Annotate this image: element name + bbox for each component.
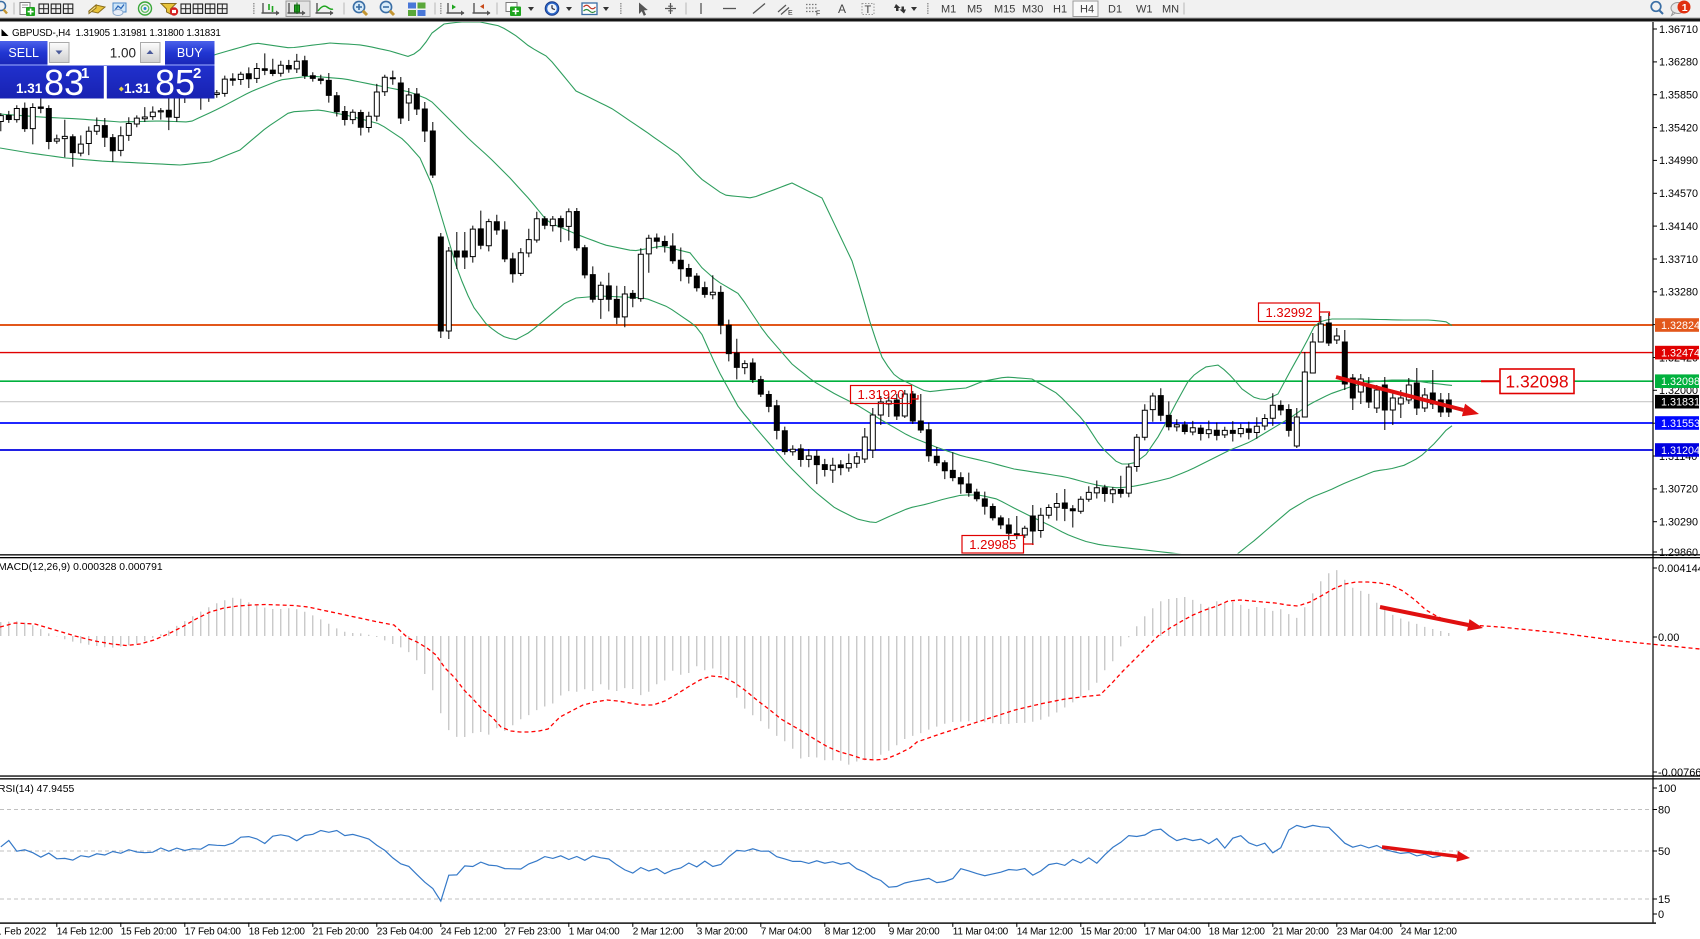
svg-text:1.34990: 1.34990 xyxy=(1659,155,1698,167)
svg-text:14 Mar 12:00: 14 Mar 12:00 xyxy=(1017,927,1074,938)
svg-text:RSI(14) 47.9455: RSI(14) 47.9455 xyxy=(0,784,74,795)
svg-text:M30: M30 xyxy=(1022,4,1043,16)
svg-text:23 Feb 04:00: 23 Feb 04:00 xyxy=(377,927,434,938)
svg-text:1.31920: 1.31920 xyxy=(858,387,905,402)
svg-text:1.31553: 1.31553 xyxy=(1661,418,1700,430)
svg-text:SELL: SELL xyxy=(8,46,39,60)
svg-text:1.31204: 1.31204 xyxy=(1661,445,1700,457)
svg-text:D1: D1 xyxy=(1108,4,1122,16)
svg-text:11 Feb 2022: 11 Feb 2022 xyxy=(0,927,47,938)
svg-text:1.31831: 1.31831 xyxy=(1661,397,1700,409)
svg-text:1.31: 1.31 xyxy=(124,81,151,96)
svg-text:1.00: 1.00 xyxy=(110,45,136,60)
svg-text:23 Mar 04:00: 23 Mar 04:00 xyxy=(1337,927,1394,938)
svg-text:T: T xyxy=(865,4,872,16)
svg-text:17 Mar 04:00: 17 Mar 04:00 xyxy=(1145,927,1202,938)
svg-text:50: 50 xyxy=(1658,846,1670,858)
svg-text:0.00: 0.00 xyxy=(1658,632,1679,644)
svg-text:MACD(12,26,9) 0.000328 0.00079: MACD(12,26,9) 0.000328 0.000791 xyxy=(0,562,163,573)
svg-text:85: 85 xyxy=(155,62,195,103)
svg-text:0.004144: 0.004144 xyxy=(1658,563,1700,575)
svg-text:M15: M15 xyxy=(994,4,1015,16)
svg-text:100: 100 xyxy=(1658,783,1676,795)
svg-text:14 Feb 12:00: 14 Feb 12:00 xyxy=(57,927,114,938)
svg-text:A: A xyxy=(838,2,846,16)
svg-text:1.32098: 1.32098 xyxy=(1661,376,1700,388)
svg-text:GBPUSD-,H4 1.31905 1.31981 1.: GBPUSD-,H4 1.31905 1.31981 1.31800 1.318… xyxy=(12,28,221,39)
svg-text:1 Mar 04:00: 1 Mar 04:00 xyxy=(569,927,620,938)
svg-text:18 Mar 12:00: 18 Mar 12:00 xyxy=(1209,927,1266,938)
svg-text:1.34140: 1.34140 xyxy=(1659,221,1698,233)
svg-text:24 Mar 12:00: 24 Mar 12:00 xyxy=(1401,927,1458,938)
svg-text:15 Mar 20:00: 15 Mar 20:00 xyxy=(1081,927,1138,938)
svg-text:1.36710: 1.36710 xyxy=(1659,24,1698,36)
svg-text:11 Mar 04:00: 11 Mar 04:00 xyxy=(953,927,1009,938)
svg-text:9 Mar 20:00: 9 Mar 20:00 xyxy=(889,927,940,938)
svg-text:27 Feb 23:00: 27 Feb 23:00 xyxy=(505,927,562,938)
svg-text:1.30290: 1.30290 xyxy=(1659,517,1698,529)
svg-text:1.35850: 1.35850 xyxy=(1659,90,1698,102)
svg-text:21 Mar 20:00: 21 Mar 20:00 xyxy=(1273,927,1330,938)
svg-text:1.36280: 1.36280 xyxy=(1659,57,1698,69)
svg-text:1.32992: 1.32992 xyxy=(1266,305,1313,320)
svg-text:15 Feb 20:00: 15 Feb 20:00 xyxy=(121,927,178,938)
svg-text:8 Mar 12:00: 8 Mar 12:00 xyxy=(825,927,876,938)
svg-text:1.32474: 1.32474 xyxy=(1661,348,1700,360)
svg-text:1.32824: 1.32824 xyxy=(1661,320,1700,332)
svg-text:H4: H4 xyxy=(1080,4,1094,16)
svg-text:17 Feb 04:00: 17 Feb 04:00 xyxy=(185,927,242,938)
svg-text:1.29985: 1.29985 xyxy=(969,537,1016,552)
svg-text:1: 1 xyxy=(81,65,89,82)
svg-text:1.33280: 1.33280 xyxy=(1659,287,1698,299)
svg-text:-0.007664: -0.007664 xyxy=(1658,767,1700,779)
svg-text:1: 1 xyxy=(1682,2,1688,14)
svg-text:3 Mar 20:00: 3 Mar 20:00 xyxy=(697,927,748,938)
svg-text:W1: W1 xyxy=(1136,4,1153,16)
svg-text:1.31: 1.31 xyxy=(16,81,43,96)
svg-text:83: 83 xyxy=(44,62,84,103)
svg-text:F: F xyxy=(816,11,820,18)
svg-text:M1: M1 xyxy=(941,4,956,16)
svg-text:1.32098: 1.32098 xyxy=(1505,372,1568,392)
svg-text:2: 2 xyxy=(193,65,201,82)
svg-text:15: 15 xyxy=(1658,894,1670,906)
svg-text:1.29860: 1.29860 xyxy=(1659,547,1698,559)
svg-text:2 Mar 12:00: 2 Mar 12:00 xyxy=(633,927,684,938)
svg-text:7 Mar 04:00: 7 Mar 04:00 xyxy=(761,927,812,938)
svg-text:BUY: BUY xyxy=(177,46,203,60)
svg-text:1.33710: 1.33710 xyxy=(1659,254,1698,266)
svg-text:1.35420: 1.35420 xyxy=(1659,122,1698,134)
svg-text:18 Feb 12:00: 18 Feb 12:00 xyxy=(249,927,306,938)
svg-text:MN: MN xyxy=(1162,4,1179,16)
svg-text:H1: H1 xyxy=(1053,4,1067,16)
svg-text:1.32000: 1.32000 xyxy=(1659,385,1698,397)
svg-text:80: 80 xyxy=(1658,804,1670,816)
svg-text:24 Feb 12:00: 24 Feb 12:00 xyxy=(441,927,498,938)
svg-text:1.30720: 1.30720 xyxy=(1659,484,1698,496)
svg-text:0: 0 xyxy=(1658,909,1664,921)
svg-text:21 Feb 20:00: 21 Feb 20:00 xyxy=(313,927,370,938)
svg-text:1.34570: 1.34570 xyxy=(1659,188,1698,200)
svg-text:M5: M5 xyxy=(967,4,982,16)
svg-text:E: E xyxy=(788,10,793,17)
